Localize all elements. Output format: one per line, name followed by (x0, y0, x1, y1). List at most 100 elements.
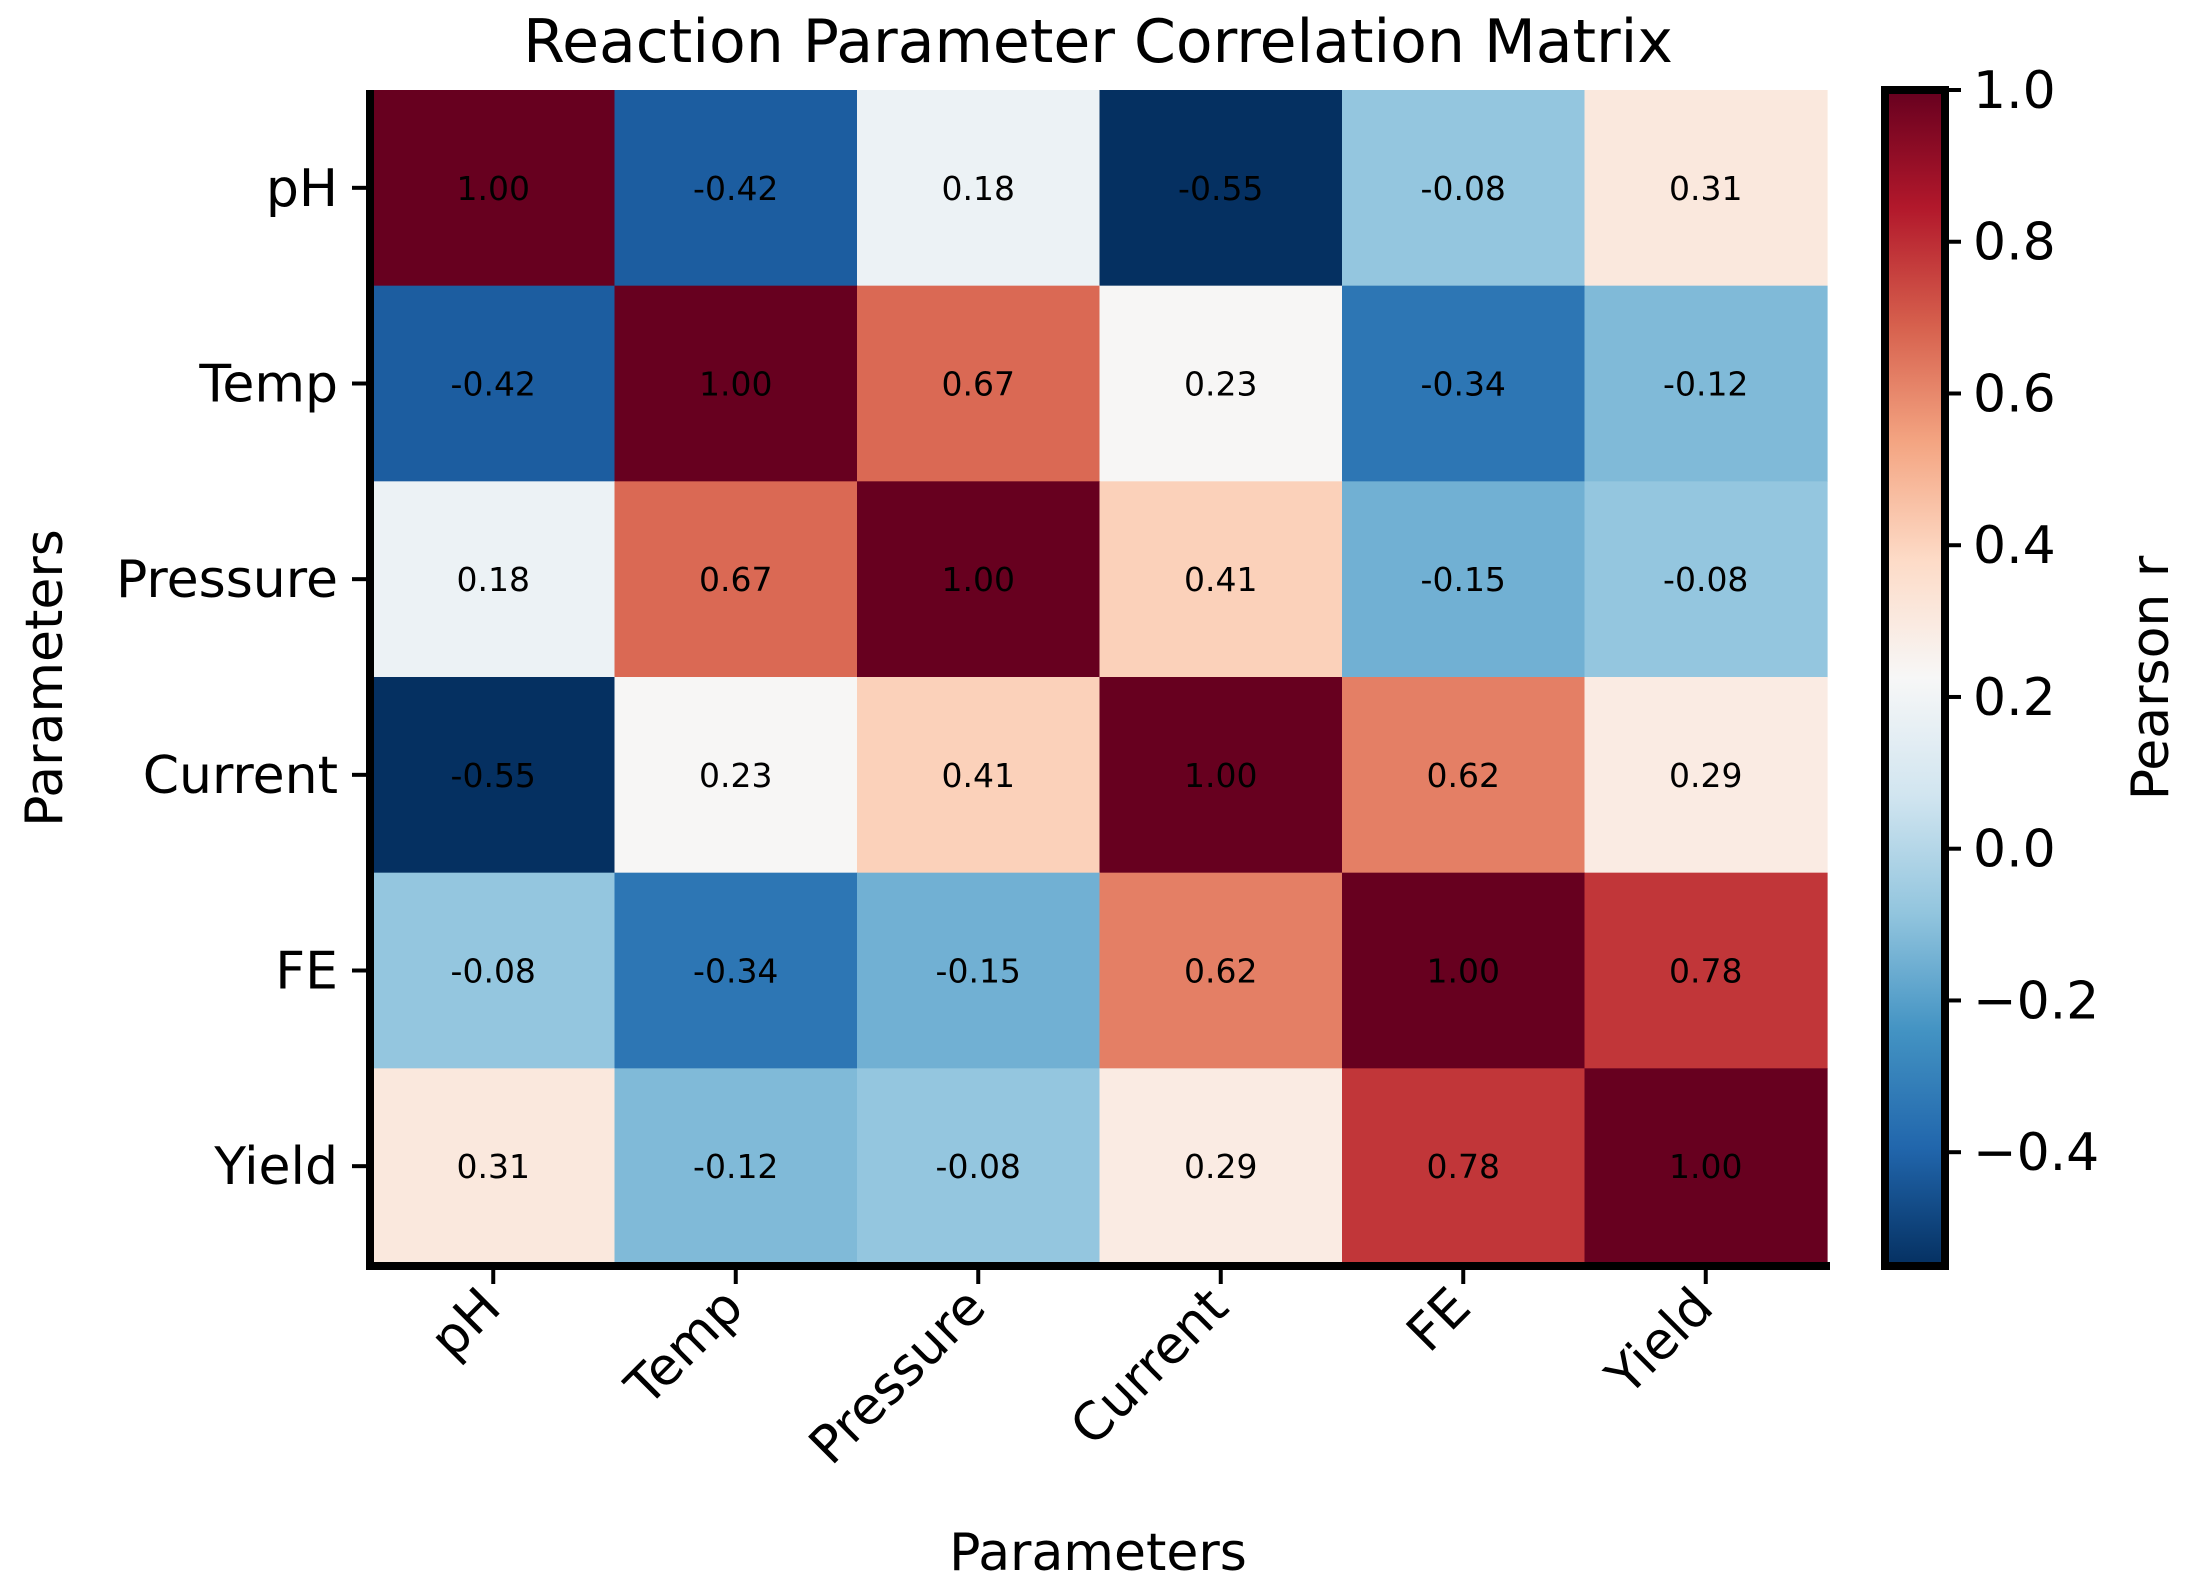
cell-value-label: -0.34 (693, 952, 778, 991)
heatmap-cell (1099, 1068, 1343, 1265)
colorbar-tick-label: −0.4 (1973, 1123, 2099, 1183)
cell-value-label: 1.00 (1669, 1147, 1742, 1186)
cell-value-label: 0.18 (457, 560, 530, 599)
heatmap-cell (1099, 90, 1343, 287)
heatmap-cell (1584, 90, 1828, 287)
heatmap-cell (1099, 677, 1343, 874)
y-tick-label: Temp (198, 355, 338, 415)
cell-value-label: -0.12 (693, 1147, 778, 1186)
heatmap-cell (857, 285, 1101, 482)
cell-value-label: 0.62 (1427, 756, 1500, 795)
cell-value-label: -0.55 (451, 756, 536, 795)
cell-value-label: -0.08 (1421, 169, 1506, 208)
x-tick-label: FE (1396, 1277, 1483, 1364)
cell-value-label: 1.00 (457, 169, 530, 208)
y-axis-label: Parameters (15, 529, 75, 827)
cell-value-label: 0.31 (457, 1147, 530, 1186)
heatmap-cell (372, 285, 616, 482)
cell-value-label: -0.08 (451, 952, 536, 991)
cell-value-label: 1.00 (1427, 952, 1500, 991)
cell-value-label: 0.23 (699, 756, 772, 795)
colorbar-tick-label: 1.0 (1973, 61, 2056, 121)
heatmap-cell (1342, 1068, 1586, 1265)
cell-value-label: -0.08 (936, 1147, 1021, 1186)
heatmap-cell (1099, 481, 1343, 678)
x-tick-label: Yield (1594, 1277, 1725, 1408)
cell-value-label: 0.62 (1184, 952, 1257, 991)
x-axis-ticks: pH Temp Pressure Current FE Yield (419, 1268, 1725, 1476)
heatmap-cell (1584, 285, 1828, 482)
colorbar-tick-label: 0.2 (1973, 668, 2056, 728)
heatmap-cell (1584, 481, 1828, 678)
heatmap-cell (1584, 872, 1828, 1069)
heatmap-cell-labels: 1.00 -0.42 0.18 -0.55 -0.08 0.31 -0.42 1.00 0.67… (451, 169, 1749, 1186)
heatmap-cell (1099, 285, 1343, 482)
heatmap-cell (1342, 285, 1586, 482)
colorbar-tick-label: 0.8 (1973, 213, 2056, 273)
colorbar-tick-label: 0.0 (1973, 820, 2056, 880)
heatmap-cell (1342, 677, 1586, 874)
heatmap-cell (1584, 677, 1828, 874)
x-tick-label: Current (1059, 1277, 1240, 1458)
y-tick-label: Current (143, 746, 338, 806)
heatmap-cell (857, 677, 1101, 874)
cell-value-label: -0.42 (451, 365, 536, 404)
heatmap-cell (372, 872, 616, 1069)
cell-value-label: -0.15 (936, 952, 1021, 991)
cell-value-label: 0.41 (942, 756, 1015, 795)
cell-value-label: -0.12 (1663, 365, 1748, 404)
heatmap-cell (614, 481, 858, 678)
heatmap-cell (1584, 1068, 1828, 1265)
heatmap-cell (614, 285, 858, 482)
cell-value-label: -0.42 (693, 169, 778, 208)
cell-value-label: -0.15 (1421, 560, 1506, 599)
cell-value-label: 1.00 (699, 365, 772, 404)
y-axis-ticks: pH Temp Pressure Current FE Yield (116, 159, 368, 1197)
heatmap-cell (857, 1068, 1101, 1265)
heatmap-cell (372, 1068, 616, 1265)
heatmap-cell (614, 1068, 858, 1265)
heatmap-cells (372, 90, 1828, 1265)
plot-frame (366, 90, 1830, 1270)
x-tick-label: Pressure (798, 1277, 997, 1476)
y-tick-label: FE (275, 942, 338, 1002)
cell-value-label: -0.08 (1663, 560, 1748, 599)
heatmap-cell (614, 872, 858, 1069)
cell-value-label: 1.00 (1184, 756, 1257, 795)
cell-value-label: -0.55 (1178, 169, 1263, 208)
colorbar-tick-label: −0.2 (1973, 971, 2099, 1031)
heatmap-cell (857, 872, 1101, 1069)
cell-value-label: 0.29 (1669, 756, 1742, 795)
heatmap-cell (1342, 481, 1586, 678)
heatmap-cell (372, 677, 616, 874)
cell-value-label: 0.23 (1184, 365, 1257, 404)
x-tick-label: Temp (614, 1277, 755, 1418)
cell-value-label: 0.78 (1669, 952, 1742, 991)
heatmap-cell (372, 90, 616, 287)
heatmap-cell (1342, 90, 1586, 287)
colorbar: −0.4 −0.2 0.0 0.2 0.4 0.6 0.8 1.0 Pearson r (1881, 61, 2181, 1270)
y-tick-label: Yield (213, 1137, 338, 1197)
colorbar-tick-label: 0.4 (1973, 516, 2056, 576)
colorbar-label: Pearson r (2121, 555, 2181, 800)
colorbar-ticks: −0.4 −0.2 0.0 0.2 0.4 0.6 0.8 1.0 (1945, 61, 2099, 1183)
heatmap-cell (614, 677, 858, 874)
heatmap-cell (1099, 872, 1343, 1069)
cell-value-label: 0.67 (942, 365, 1015, 404)
cell-value-label: 0.29 (1184, 1147, 1257, 1186)
heatmap-cell (1342, 872, 1586, 1069)
cell-value-label: -0.34 (1421, 365, 1506, 404)
cell-value-label: 0.31 (1669, 169, 1742, 208)
cell-value-label: 0.18 (942, 169, 1015, 208)
heatmap-cell (857, 90, 1101, 287)
y-tick-label: pH (266, 159, 338, 219)
heatmap-cell (857, 481, 1101, 678)
cell-value-label: 1.00 (942, 560, 1015, 599)
colorbar-gradient (1881, 86, 1949, 1270)
colorbar-tick-label: 0.6 (1973, 364, 2056, 424)
cell-value-label: 0.78 (1427, 1147, 1500, 1186)
heatmap-cell (614, 90, 858, 287)
cell-value-label: 0.67 (699, 560, 772, 599)
heatmap-cell (372, 481, 616, 678)
